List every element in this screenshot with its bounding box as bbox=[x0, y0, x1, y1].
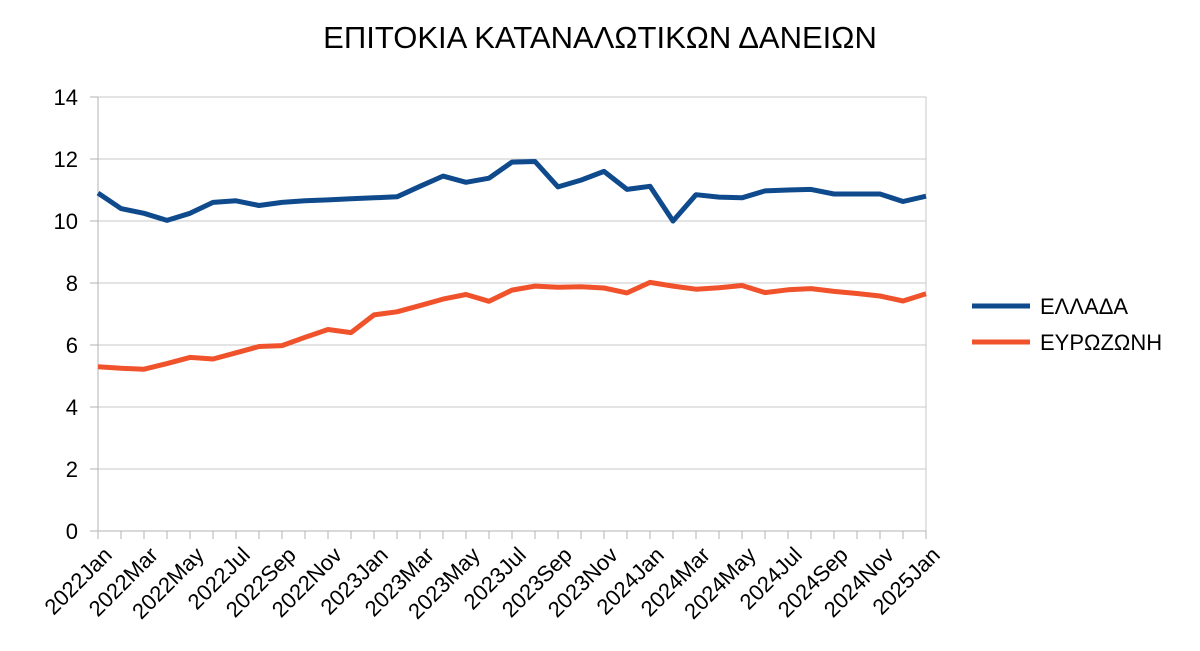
y-tick-label: 6 bbox=[66, 333, 78, 358]
axes bbox=[97, 97, 926, 532]
y-tick-label: 0 bbox=[66, 519, 78, 544]
y-tick-label: 4 bbox=[66, 395, 78, 420]
legend-label-1: ΕΛΛΑΔΑ bbox=[1040, 294, 1128, 319]
y-tick-label: 8 bbox=[66, 271, 78, 296]
y-tick-label: 10 bbox=[54, 209, 78, 234]
legend-label-2: ΕΥΡΩΖΩΝΗ bbox=[1040, 330, 1162, 355]
series-lines bbox=[96, 159, 927, 372]
chart-title: ΕΠΙΤΟΚΙΑ ΚΑΤΑΝΑΛΩΤΙΚΩΝ ΔΑΝΕΙΩΝ bbox=[323, 20, 877, 55]
y-tick-label: 2 bbox=[66, 457, 78, 482]
series-line-2 bbox=[97, 279, 927, 372]
y-tick-label: 12 bbox=[54, 147, 78, 172]
gridlines bbox=[98, 96, 927, 532]
legend: ΕΛΛΑΔΑ ΕΥΡΩΖΩΝΗ bbox=[972, 294, 1162, 355]
x-axis-ticks: 2022Jan2022Mar2022May2022Jul2022Sep2022N… bbox=[39, 531, 945, 624]
y-axis-ticks: 0 2 4 6 8 10 12 14 bbox=[54, 85, 98, 544]
y-tick-label: 14 bbox=[54, 85, 78, 110]
series-line-1 bbox=[96, 159, 927, 224]
